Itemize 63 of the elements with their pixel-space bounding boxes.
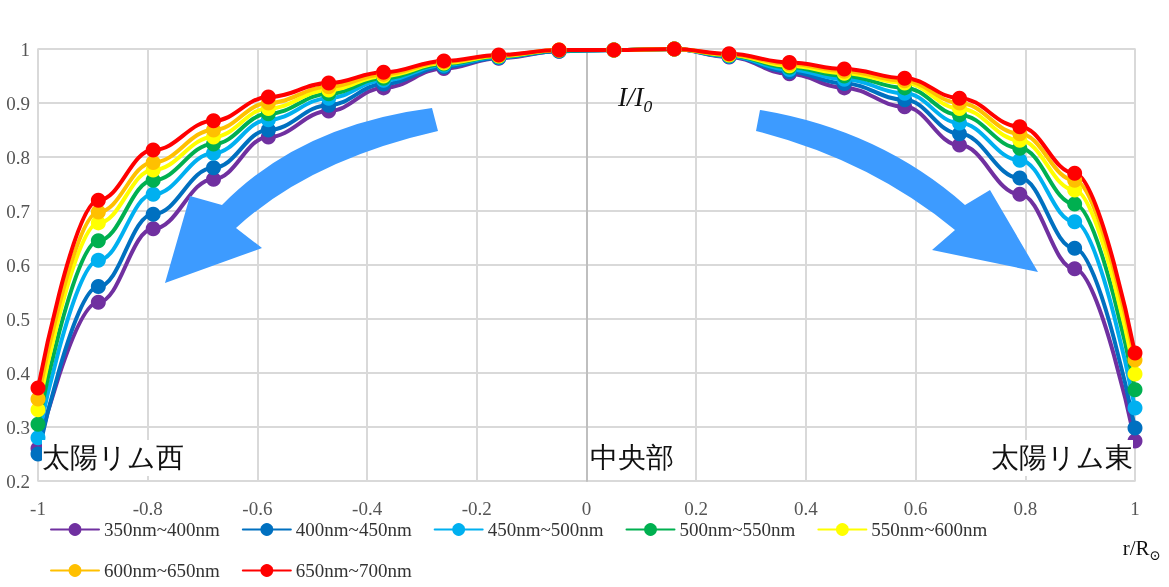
- point: [206, 113, 222, 129]
- point: [145, 221, 161, 237]
- point: [1127, 382, 1143, 398]
- legend-label: 650nm~700nm: [295, 560, 412, 581]
- legend-label: 550nm~600nm: [871, 519, 988, 540]
- point: [1067, 165, 1083, 181]
- point: [1067, 261, 1083, 277]
- point: [1012, 170, 1028, 186]
- point: [30, 416, 46, 432]
- y-tick-label: 0.6: [6, 254, 30, 276]
- annotation: 中央部: [590, 440, 674, 476]
- y-axis-title: I/I$_{0}$: [618, 82, 653, 118]
- point: [206, 160, 222, 176]
- point: [1127, 420, 1143, 436]
- point: [145, 154, 161, 170]
- point: [145, 186, 161, 202]
- x-tick-label: -0.6: [242, 498, 273, 519]
- y-tick-label: 0.2: [6, 470, 30, 492]
- point: [1067, 240, 1083, 256]
- point: [145, 206, 161, 222]
- x-tick-label: -0.2: [461, 498, 492, 519]
- legend-label: 400nm~450nm: [295, 519, 412, 540]
- point: [1067, 214, 1083, 230]
- point: [1127, 345, 1143, 361]
- y-tick-label: 0.8: [6, 146, 30, 168]
- legend-label: 500nm~550nm: [679, 519, 796, 540]
- legend-label: 600nm~650nm: [104, 560, 221, 581]
- point: [321, 75, 337, 91]
- point: [260, 89, 276, 105]
- y-tick-label: 0.3: [6, 416, 30, 438]
- x-axis-title: r/R$_{⊙}$: [1122, 536, 1161, 565]
- point: [90, 294, 106, 310]
- point: [1067, 196, 1083, 212]
- y-tick-label: 0.5: [6, 308, 30, 330]
- y-tick-label: 1: [20, 38, 30, 60]
- y-tick-label: 0.7: [6, 200, 30, 222]
- x-tick-label: 0: [581, 498, 592, 519]
- y-tick-label: 0.4: [6, 362, 31, 384]
- point: [1012, 186, 1028, 202]
- x-tick-label: 0.4: [794, 498, 819, 519]
- x-tick-label: 0.2: [684, 498, 709, 519]
- x-tick-label: 1: [1130, 498, 1140, 519]
- point: [90, 279, 106, 295]
- point: [145, 142, 161, 158]
- annotation: 太陽リム西: [42, 440, 184, 476]
- x-tick-label: 0.6: [903, 498, 928, 519]
- x-tick-label: -0.4: [352, 498, 383, 519]
- legend-label: 450nm~500nm: [487, 519, 604, 540]
- y-tick-label: 0.9: [6, 92, 30, 114]
- point: [90, 192, 106, 208]
- point: [1127, 400, 1143, 416]
- x-tick-label: 0.8: [1013, 498, 1038, 519]
- x-tick-label: -0.8: [132, 498, 163, 519]
- point: [90, 233, 106, 249]
- point: [1127, 366, 1143, 382]
- legend-label: 350nm~400nm: [104, 519, 221, 540]
- point: [1012, 152, 1028, 168]
- point: [952, 90, 967, 106]
- x-tick-label: -1: [30, 498, 46, 519]
- point: [30, 380, 46, 396]
- point: [1012, 119, 1028, 135]
- annotation: 太陽リム東: [991, 440, 1133, 476]
- point: [90, 252, 106, 268]
